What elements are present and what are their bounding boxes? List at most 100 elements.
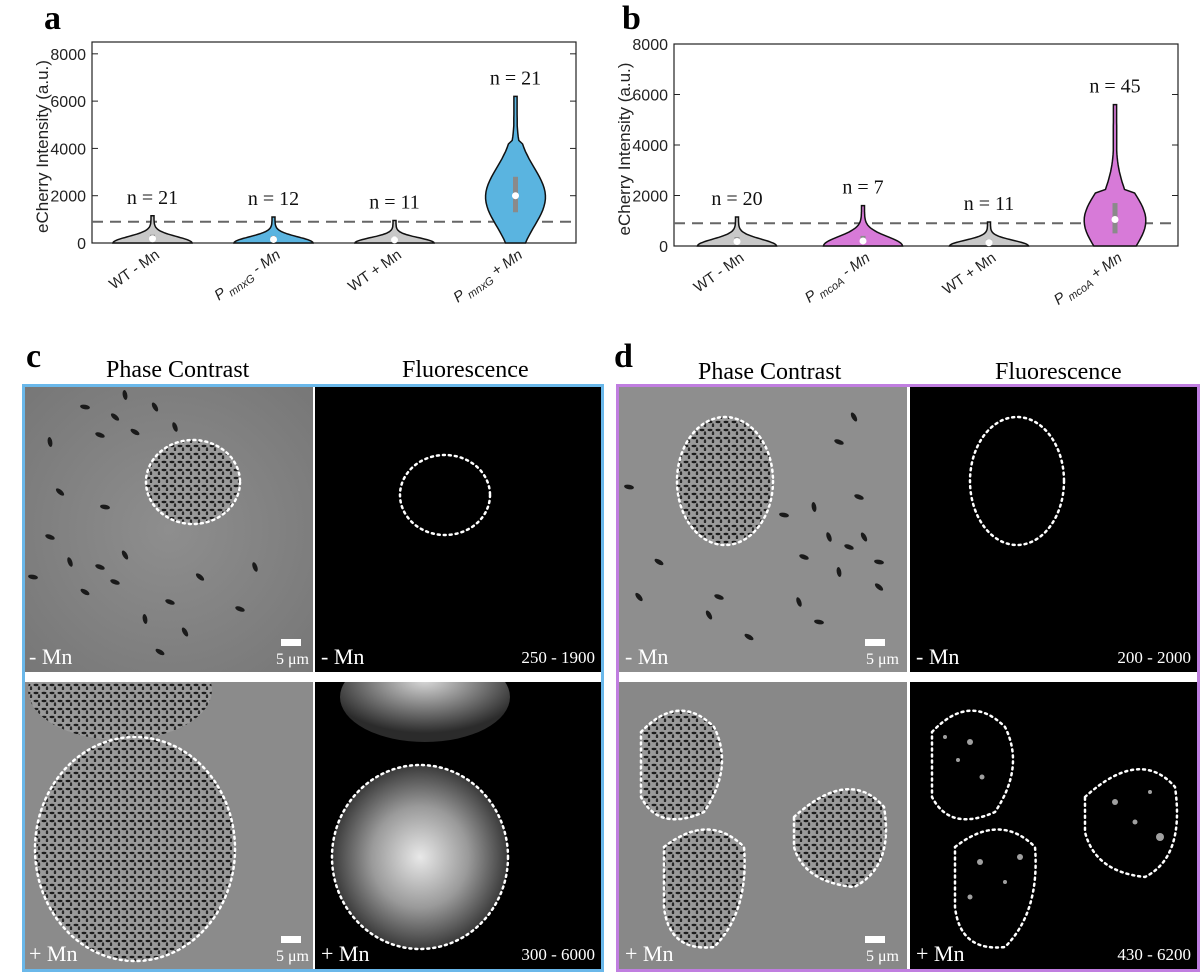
c-fluor-range-2: 300 - 6000 bbox=[521, 945, 595, 964]
a-median-dot-1 bbox=[270, 235, 277, 243]
bacC1-bacterium-3 bbox=[110, 413, 120, 421]
c-phase-minus-mn-image bbox=[25, 387, 313, 672]
b-median-dot-1 bbox=[859, 237, 867, 245]
c-fluor-minus-label: - Mn bbox=[321, 644, 365, 669]
b-ytick-label-3: 6000 bbox=[632, 88, 668, 105]
bacD1-bacterium-18 bbox=[854, 494, 864, 500]
bacC1-bacterium-12 bbox=[165, 599, 175, 605]
bacD1-bacterium-5 bbox=[844, 544, 854, 550]
bacD1-bacterium-1 bbox=[834, 439, 844, 445]
bacD1-bacterium-19 bbox=[624, 484, 634, 490]
d-scale-bar-2 bbox=[865, 936, 885, 943]
bacC1-bacterium-13 bbox=[181, 627, 189, 637]
c-fluor-range-1: 250 - 1900 bbox=[521, 648, 595, 667]
a-n-label-0: n = 21 bbox=[127, 187, 178, 209]
b-category-label-2: WT + Mn bbox=[940, 249, 1000, 298]
a-ytick-label-2: 4000 bbox=[50, 141, 86, 158]
d-fluor-plus-mn-image bbox=[930, 709, 1179, 949]
bacC1-bacterium-18 bbox=[45, 534, 55, 540]
d-phase-plus-mn-image bbox=[619, 682, 907, 969]
c-scale-bar-1 bbox=[281, 639, 301, 646]
bacD1-bacterium-0 bbox=[850, 412, 858, 422]
b-median-dot-0 bbox=[733, 237, 741, 245]
a-ytick-label-3: 6000 bbox=[50, 94, 86, 111]
c-scale-label-2: 5 μm bbox=[275, 948, 309, 965]
violin-chart-b: 0 2000 4000 6000 8000 eCherry Intensity (a.u.… bbox=[615, 37, 1179, 311]
bacD1-bacterium-16 bbox=[654, 558, 664, 566]
bacD1-bacterium-13 bbox=[744, 633, 754, 641]
a-median-dot-3 bbox=[512, 192, 519, 200]
bacC1-bacterium-19 bbox=[67, 557, 73, 567]
a-median-dot-2 bbox=[391, 236, 398, 244]
b-ytick-label-2: 4000 bbox=[632, 138, 668, 155]
d-scale-bar-1 bbox=[865, 639, 885, 646]
bacD1-bacterium-3 bbox=[811, 502, 817, 512]
bacC1-bacterium-20 bbox=[80, 588, 90, 596]
b-n-label-1: n = 7 bbox=[842, 177, 883, 199]
d-fluor-plus-label: + Mn bbox=[916, 941, 965, 966]
b-violin-0 bbox=[696, 216, 778, 247]
a-n-label-1: n = 12 bbox=[248, 188, 299, 210]
bacD1-bacterium-7 bbox=[874, 559, 884, 565]
bacC1-bacterium-6 bbox=[130, 428, 140, 436]
a-n-label-3: n = 21 bbox=[490, 67, 541, 89]
bacD1-bacterium-4 bbox=[826, 532, 832, 542]
bacD1-bacterium-14 bbox=[796, 597, 802, 607]
d-fluor-minus-mn: - Mn 200 - 2000 bbox=[910, 387, 1197, 672]
a-n-label-2: n = 11 bbox=[369, 192, 420, 214]
bacC1-bacterium-15 bbox=[235, 606, 245, 612]
panel-letter-c: c bbox=[26, 338, 42, 375]
bacD1-bacterium-6 bbox=[860, 532, 868, 542]
c-title-fluor: Fluorescence bbox=[402, 357, 529, 383]
bacC1-bacterium-11 bbox=[121, 550, 129, 560]
a-category-label-2: WT + Mn bbox=[345, 246, 405, 295]
panel-letter-d: d bbox=[614, 338, 633, 375]
bacC1-bacterium-22 bbox=[110, 579, 120, 585]
a-ytick-label-0: 0 bbox=[77, 236, 86, 253]
d-phase-plus-mn: + Mn 5 μm bbox=[619, 682, 907, 969]
b-n-label-3: n = 45 bbox=[1089, 76, 1140, 98]
panel-letter-b: b bbox=[622, 0, 641, 37]
b-ylabel: eCherry Intensity (a.u.) bbox=[615, 63, 634, 236]
d-scale-label-2: 5 μm bbox=[865, 948, 899, 965]
bacD1-bacterium-8 bbox=[799, 554, 809, 560]
bacD1-bacterium-15 bbox=[814, 619, 824, 625]
d-scale-label-1: 5 μm bbox=[865, 651, 899, 668]
a-median-dot-0 bbox=[149, 235, 156, 243]
d-fluor-range-1: 200 - 2000 bbox=[1117, 648, 1191, 667]
d-phase-minus-label: - Mn bbox=[625, 644, 669, 669]
d-phase-minus-mn: - Mn 5 μm bbox=[619, 387, 907, 672]
c-scale-bar-2 bbox=[281, 936, 301, 943]
b-violin-1 bbox=[822, 204, 904, 247]
d-fluor-minus-mn-image bbox=[968, 415, 1066, 547]
bacD1-bacterium-2 bbox=[779, 512, 789, 518]
a-violin-3 bbox=[484, 95, 547, 244]
bacC1-bacterium-8 bbox=[55, 488, 65, 496]
bacC1-bacterium-2 bbox=[80, 404, 90, 410]
bacC1-bacterium-4 bbox=[95, 432, 105, 438]
bacD1-bacterium-12 bbox=[705, 610, 713, 620]
d-phase-plus-label: + Mn bbox=[625, 941, 674, 966]
a-ylabel: eCherry Intensity (a.u.) bbox=[33, 60, 52, 233]
bacC1-bacterium-16 bbox=[195, 573, 205, 581]
b-ytick-label-1: 2000 bbox=[632, 189, 668, 206]
a-violin-1 bbox=[233, 216, 314, 244]
a-category-label-0: WT - Mn bbox=[106, 246, 163, 293]
c-phase-plus-mn: + Mn 5 μm bbox=[25, 682, 313, 969]
c-fluor-minus-mn: - Mn 250 - 1900 bbox=[315, 387, 601, 672]
b-ytick-label-0: 0 bbox=[659, 239, 668, 256]
a-violin-0 bbox=[112, 215, 193, 244]
b-violin-3 bbox=[1083, 103, 1147, 247]
a-ytick-label-4: 8000 bbox=[50, 47, 86, 64]
b-violin-2 bbox=[948, 221, 1030, 247]
b-median-dot-3 bbox=[1111, 215, 1119, 223]
bacC1-bacterium-21 bbox=[28, 574, 38, 580]
bacC1-bacterium-14 bbox=[142, 614, 148, 624]
bacC1-bacterium-7 bbox=[47, 437, 53, 447]
bacC1-bacterium-0 bbox=[122, 390, 128, 400]
a-category-label-1: PmnxG - Mn bbox=[211, 246, 285, 306]
a-violin-2 bbox=[353, 219, 436, 244]
bacC1-bacterium-1 bbox=[151, 402, 159, 412]
b-category-label-3: PmcoA + Mn bbox=[1051, 249, 1127, 311]
